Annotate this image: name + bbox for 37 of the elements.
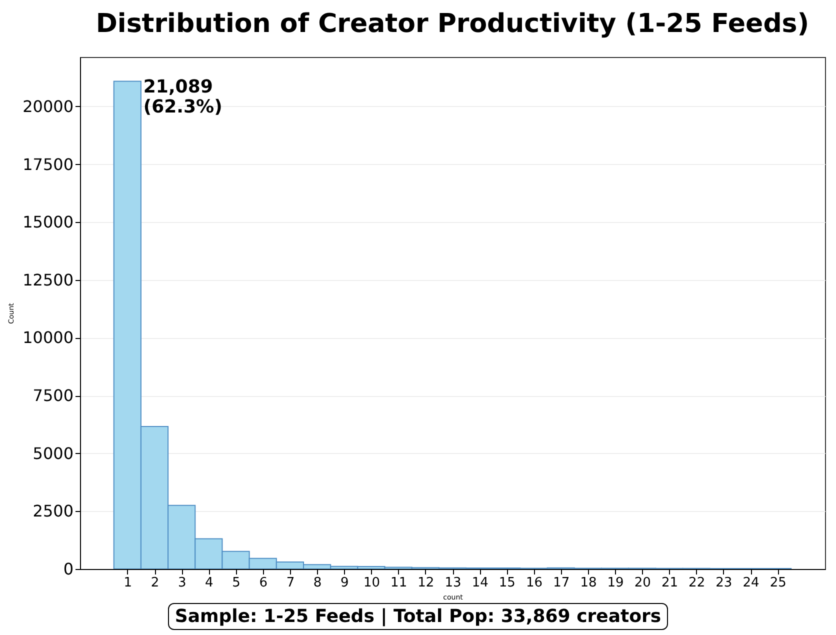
x-tick-label: 9 — [340, 576, 349, 590]
x-tick-label: 12 — [418, 576, 434, 590]
x-tick-label: 22 — [688, 576, 706, 590]
x-tick-label: 14 — [472, 576, 488, 590]
x-tick-label: 17 — [553, 576, 570, 590]
x-tick-label: 13 — [444, 576, 462, 590]
x-tick-label: 7 — [286, 576, 295, 590]
annotation: 21,089 (62.3%) — [143, 76, 222, 118]
x-tick-label: 6 — [259, 576, 268, 590]
x-tick-label: 11 — [390, 576, 408, 590]
y-tick-label: 17500 — [22, 154, 74, 174]
x-tick-label: 15 — [498, 576, 516, 590]
x-tick-label: 19 — [607, 576, 624, 590]
x-tick-label: 18 — [580, 576, 597, 590]
y-tick-label: 20000 — [22, 96, 74, 116]
x-tick-label: 23 — [716, 576, 732, 590]
y-tick-label: 0 — [63, 560, 74, 578]
x-tick-label: 24 — [742, 576, 760, 590]
y-tick-label: 15000 — [22, 212, 74, 232]
x-tick-label: 1 — [124, 576, 132, 590]
x-tick-label: 10 — [363, 576, 380, 590]
x-tick-label: 2 — [150, 576, 160, 590]
x-tick-label: 4 — [205, 576, 214, 590]
x-tick-label: 16 — [526, 576, 543, 590]
x-tick-label: 5 — [232, 576, 240, 590]
x-tick-label: 25 — [770, 576, 786, 590]
x-tick-label: 3 — [178, 576, 186, 590]
y-tick-label: 7500 — [32, 386, 74, 406]
chart-title: Distribution of Creator Productivity (1-25 Feeds) — [96, 9, 810, 39]
text: Sample: 1-25 Feeds | Total Pop: 33,869 creators — [168, 603, 668, 630]
y-tick-label: 5000 — [32, 444, 74, 463]
x-tick-label: 8 — [313, 576, 322, 590]
y-tick-label: 12500 — [22, 270, 74, 290]
x-tick-label: 21 — [661, 576, 678, 590]
x-tick-label: 20 — [634, 576, 651, 590]
y-tick-label: 2500 — [32, 502, 74, 521]
y-tick-label: 10000 — [22, 328, 74, 348]
